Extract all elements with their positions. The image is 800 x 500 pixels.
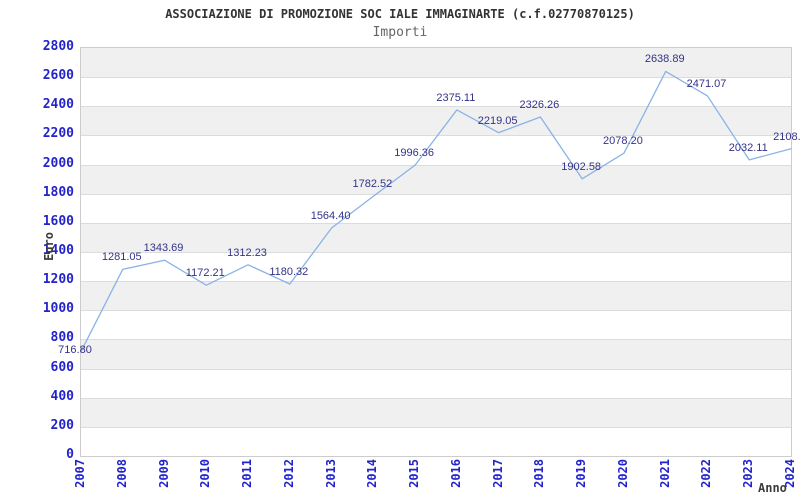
x-axis-tick-label: 2017 [490, 459, 505, 488]
x-axis-tick-label: 2020 [615, 459, 630, 488]
x-axis-tick-label: 2012 [281, 459, 296, 488]
y-axis-tick-label: 800 [50, 330, 74, 346]
x-axis-tick-label: 2011 [240, 459, 255, 488]
y-axis-tick-label: 1200 [42, 272, 74, 288]
y-axis-tick-label: 1400 [42, 243, 74, 258]
background-band [81, 48, 791, 78]
data-point-label: 2078.20 [603, 135, 643, 148]
y-axis-tick-label: 2000 [42, 155, 74, 171]
data-point-label: 2471.07 [686, 77, 727, 90]
y-axis-title: Euro [42, 232, 56, 261]
data-point-label: 1564.40 [310, 210, 351, 223]
data-point-label: 2638.89 [644, 53, 685, 66]
background-band [81, 193, 791, 223]
data-point-label: 1312.23 [227, 246, 267, 259]
data-point-label: 2326.26 [519, 99, 560, 112]
y-axis-tick-label: 2200 [42, 126, 74, 142]
y-axis-tick-label: 2400 [42, 97, 74, 113]
x-axis-tick-label: 2007 [73, 459, 87, 488]
y-axis-tick-label: 1600 [42, 213, 74, 229]
x-axis-tick-label: 2021 [657, 459, 672, 488]
background-band [81, 222, 791, 252]
background-band [81, 426, 791, 456]
y-axis-tick-label: 1000 [42, 301, 74, 317]
y-axis-tick-label: 0 [66, 447, 74, 462]
data-point-label: 2032.11 [728, 141, 768, 154]
gridline [81, 135, 791, 137]
background-band [81, 164, 791, 194]
y-axis-tick-label: 1800 [42, 184, 74, 200]
plot-area [80, 47, 792, 457]
data-point-label: 1172.21 [185, 267, 225, 280]
x-axis-tick-label: 2019 [574, 459, 589, 488]
x-axis-tick-label: 2008 [114, 459, 129, 488]
x-axis-tick-label: 2010 [198, 459, 213, 488]
y-axis-tick-label: 400 [50, 388, 74, 404]
background-band [81, 368, 791, 398]
data-point-label: 2108.6 [773, 130, 800, 143]
gridline [81, 193, 791, 195]
data-point-label: 1281.05 [101, 251, 142, 264]
data-point-label: 2219.05 [477, 114, 518, 127]
x-axis-title: Anno [758, 481, 787, 495]
data-point-label: 1180.32 [269, 266, 309, 278]
data-point-label: 1902.58 [561, 160, 602, 173]
gridline [81, 77, 791, 79]
x-axis-tick-label: 2016 [448, 459, 463, 488]
x-axis-tick-label: 2015 [407, 459, 422, 488]
chart-subtitle: Importi [372, 25, 428, 40]
x-axis-tick-label: 2014 [365, 459, 380, 488]
background-band [81, 397, 791, 427]
data-point-label: 2375.11 [436, 91, 476, 104]
background-band [81, 339, 791, 369]
background-band [81, 135, 791, 165]
gridline [81, 164, 791, 166]
gridline [81, 281, 791, 283]
gridline [81, 426, 791, 428]
background-band [81, 106, 791, 136]
y-axis-tick-label: 2600 [42, 68, 74, 84]
gridline [81, 222, 791, 224]
x-axis-tick-label: 2018 [532, 459, 547, 488]
x-axis-tick-label: 2013 [323, 459, 338, 488]
y-axis-tick-label: 2800 [42, 39, 74, 54]
gridline [81, 252, 791, 253]
gridline [81, 368, 791, 370]
line-series [80, 70, 792, 353]
background-band [81, 77, 791, 107]
data-point-label: 1996.36 [394, 147, 434, 160]
background-band [81, 252, 791, 282]
data-point-label: 1782.52 [352, 178, 393, 191]
background-band [81, 310, 791, 340]
x-axis-tick-label: 2009 [156, 459, 171, 488]
x-axis-tick-label: 2022 [699, 459, 714, 488]
x-axis-tick-label: 2023 [741, 459, 756, 488]
data-point-label: 1343.69 [143, 242, 184, 255]
gridline [81, 310, 791, 312]
background-band [81, 281, 791, 311]
y-axis-tick-label: 600 [50, 359, 74, 375]
gridline [81, 397, 791, 399]
y-axis-tick-label: 200 [50, 417, 74, 433]
gridline [81, 339, 791, 341]
data-point-label: 716.80 [58, 343, 92, 356]
chart-title: ASSOCIAZIONE DI PROMOZIONE SOC IALE IMMA… [165, 7, 635, 21]
gridline [81, 106, 791, 108]
